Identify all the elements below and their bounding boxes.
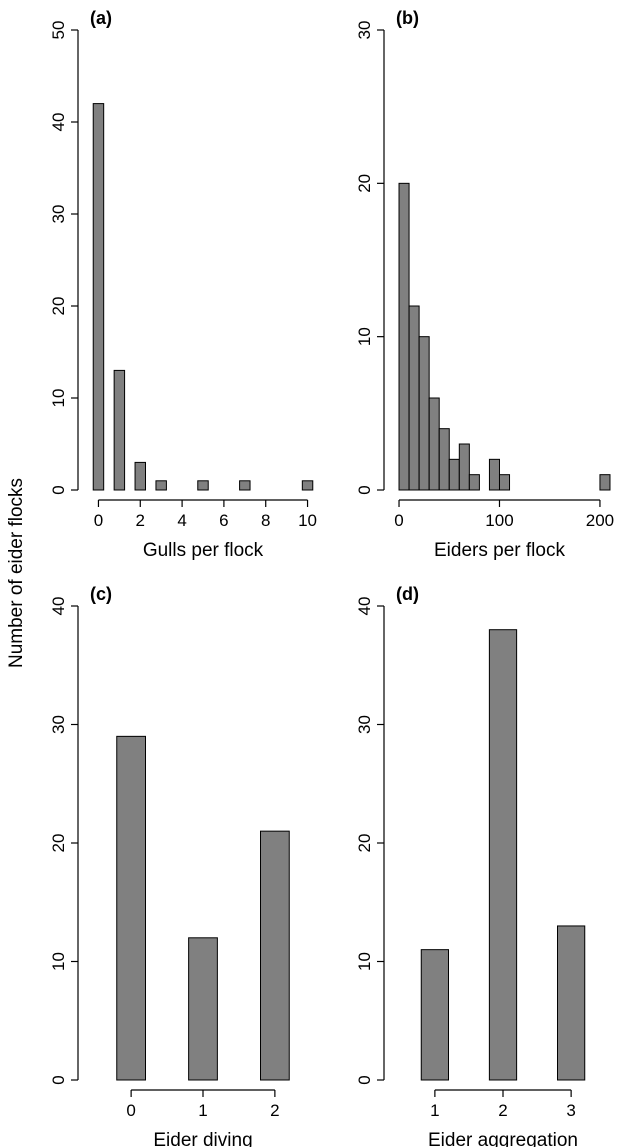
x-axis-label: Eiders per flock (434, 540, 565, 561)
bar (488, 458, 500, 491)
y-tick-label: 10 (49, 952, 68, 971)
bar (408, 305, 420, 491)
y-tick-label: 0 (49, 485, 68, 494)
bar (420, 949, 449, 1081)
bar (398, 182, 410, 491)
shared-y-axis-label: Number of eider flocks (6, 478, 27, 668)
x-axis-label: Gulls per flock (143, 540, 264, 561)
bar (116, 735, 146, 1081)
x-tick-label: 100 (485, 511, 513, 530)
chart-panel-b: 0 10 20 30 0 100 200 Eiders per flock (b) (355, 8, 614, 561)
panel-label: (a) (90, 8, 112, 28)
x-tick-label: 0 (94, 511, 103, 530)
y-tick-label: 0 (355, 485, 374, 494)
y-tick-label: 0 (355, 1075, 374, 1084)
x-tick-label: 200 (586, 511, 614, 530)
bar (188, 937, 218, 1081)
y-tick-label: 10 (49, 389, 68, 408)
x-tick-label: 0 (126, 1101, 135, 1120)
x-tick-label: 2 (136, 511, 145, 530)
y-tick-label: 40 (49, 597, 68, 616)
x-tick-label: 4 (177, 511, 186, 530)
y-tick-label: 30 (49, 205, 68, 224)
bar (197, 480, 209, 491)
y-tick-label: 10 (355, 952, 374, 971)
y-tick-label: 50 (49, 21, 68, 40)
bar (557, 925, 586, 1081)
x-axis-label: Eider diving (153, 1130, 252, 1147)
bar (260, 830, 290, 1081)
x-tick-label: 1 (198, 1101, 207, 1120)
bar (438, 428, 450, 491)
bar (488, 629, 518, 1081)
chart-panel-a: 0 10 20 30 40 50 0 2 4 6 8 10 Gulls per flock (a) (49, 8, 317, 561)
bar (498, 474, 511, 491)
y-tick-label: 20 (355, 834, 374, 853)
y-tick-label: 30 (49, 715, 68, 734)
bar (301, 480, 314, 491)
panel-label: (b) (396, 8, 419, 28)
y-tick-label: 40 (49, 113, 68, 132)
x-tick-label: 6 (219, 511, 228, 530)
x-tick-label: 8 (261, 511, 270, 530)
bar (448, 458, 460, 491)
y-tick-label: 20 (49, 834, 68, 853)
x-tick-label: 1 (430, 1101, 439, 1120)
bar (468, 474, 480, 491)
panel-label: (d) (396, 584, 419, 604)
bar (113, 369, 126, 491)
bar (155, 480, 167, 491)
y-tick-label: 30 (355, 715, 374, 734)
x-tick-label: 2 (498, 1101, 507, 1120)
chart-panel-d: 0 10 20 30 40 1 2 3 Eider aggregation (d) (355, 584, 586, 1147)
y-tick-label: 40 (355, 597, 374, 616)
bar (239, 480, 251, 491)
x-tick-label: 3 (566, 1101, 575, 1120)
panel-label: (c) (90, 584, 112, 604)
y-tick-label: 20 (49, 297, 68, 316)
x-tick-label: 2 (270, 1101, 279, 1120)
bar (599, 474, 611, 491)
bar (418, 336, 430, 491)
bar (428, 397, 440, 491)
bar (92, 103, 105, 491)
y-tick-label: 20 (355, 174, 374, 193)
y-tick-label: 10 (355, 327, 374, 346)
y-tick-label: 0 (49, 1075, 68, 1084)
x-axis-label: Eider aggregation (428, 1130, 578, 1147)
bar (458, 443, 470, 491)
chart-panel-c: 0 10 20 30 40 0 1 2 Eider diving (c) (49, 584, 290, 1147)
x-tick-label: 0 (394, 511, 403, 530)
y-tick-label: 30 (355, 21, 374, 40)
bar (134, 461, 147, 491)
x-tick-label: 10 (298, 511, 317, 530)
